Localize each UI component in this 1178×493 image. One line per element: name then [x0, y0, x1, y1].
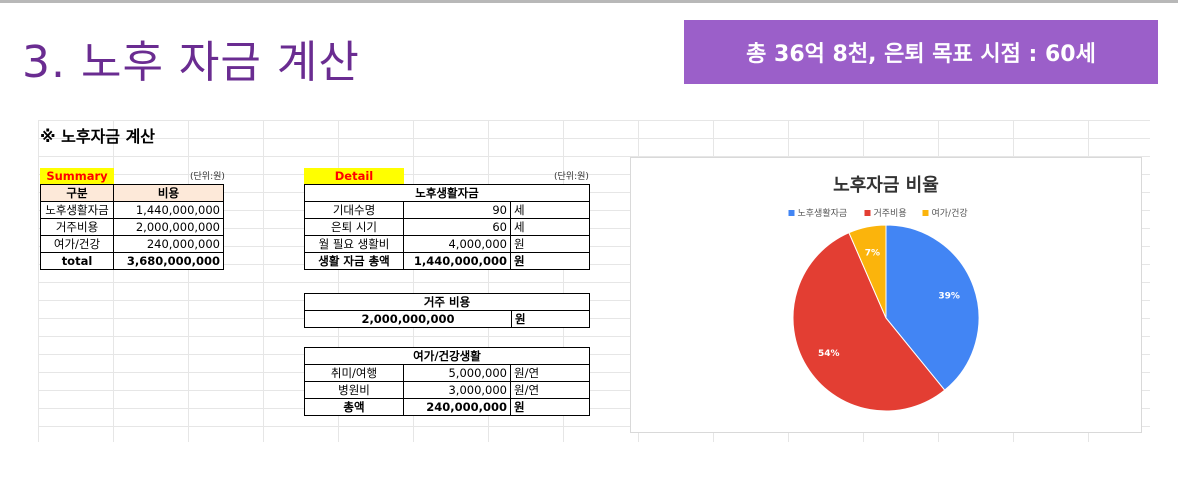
slide-title: 3. 노후 자금 계산	[22, 37, 360, 88]
summary-table: 구분 비용 노후생활자금 1,440,000,000 거주비용 2,000,00…	[40, 184, 224, 270]
sheet-heading: ※ 노후자금 계산	[40, 127, 156, 146]
table-row: 노후생활자금	[304, 184, 590, 202]
summary-name: 노후생활자금	[40, 201, 114, 219]
housing-value: 2,000,000,000	[304, 310, 512, 328]
living-header: 노후생활자금	[304, 184, 590, 202]
summary-header-row: 구분 비용	[40, 184, 224, 202]
living-value: 60	[403, 218, 511, 236]
leisure-value: 240,000,000	[403, 398, 511, 416]
living-name: 은퇴 시기	[304, 218, 404, 236]
housing-unit: 원	[511, 310, 590, 328]
table-row: 생활 자금 총액 1,440,000,000 원	[304, 252, 590, 270]
living-name: 생활 자금 총액	[304, 252, 404, 270]
living-name: 월 필요 생활비	[304, 235, 404, 253]
legend-swatch	[788, 210, 795, 216]
leisure-name: 병원비	[304, 381, 404, 399]
living-unit: 원	[510, 252, 590, 270]
legend-swatch	[864, 210, 871, 216]
pie-slice-label: 54%	[818, 349, 840, 359]
leisure-unit: 원/연	[510, 364, 590, 382]
living-value: 1,440,000,000	[403, 252, 511, 270]
table-row: total 3,680,000,000	[40, 252, 224, 270]
summary-name: total	[40, 252, 114, 270]
living-name: 기대수명	[304, 201, 404, 219]
legend-label: 여가/건강	[932, 207, 968, 219]
housing-header: 거주 비용	[304, 293, 590, 311]
pie-slice-3	[848, 224, 887, 319]
leisure-value: 5,000,000	[403, 364, 511, 382]
leisure-unit: 원/연	[510, 381, 590, 399]
pie-slice-1	[885, 224, 980, 391]
pie-slice-2	[792, 232, 946, 412]
living-unit: 세	[510, 218, 590, 236]
pie-slices	[792, 224, 980, 412]
table-row: 총액 240,000,000 원	[304, 398, 590, 416]
summary-label: Summary	[40, 168, 114, 184]
table-row: 여가/건강 240,000,000	[40, 235, 224, 253]
summary-value: 240,000,000	[113, 235, 224, 253]
summary-value: 2,000,000,000	[113, 218, 224, 236]
table-row: 노후생활자금 1,440,000,000	[40, 201, 224, 219]
table-row: 여가/건강생활	[304, 347, 590, 365]
summary-name: 거주비용	[40, 218, 114, 236]
living-cost-table: 노후생활자금 기대수명 90 세 은퇴 시기 60 세 월 필요 생활비 4,0…	[304, 184, 590, 270]
retirement-goal-badge: 총 36억 8천, 은퇴 목표 시점 : 60세	[684, 20, 1158, 84]
living-unit: 원	[510, 235, 590, 253]
leisure-name: 총액	[304, 398, 404, 416]
summary-unit: (단위:원)	[190, 172, 225, 182]
pie-slice-labels: 39% 54% 7%	[818, 248, 960, 358]
leisure-name: 취미/여행	[304, 364, 404, 382]
detail-label: Detail	[304, 168, 404, 184]
leisure-value: 3,000,000	[403, 381, 511, 399]
detail-unit: (단위:원)	[554, 172, 589, 182]
table-row: 은퇴 시기 60 세	[304, 218, 590, 236]
table-row: 월 필요 생활비 4,000,000 원	[304, 235, 590, 253]
living-value: 4,000,000	[403, 235, 511, 253]
chart-legend: 노후생활자금 거주비용 여가/건강	[788, 207, 968, 219]
legend-label: 거주비용	[874, 208, 907, 219]
pie-slice-label: 39%	[938, 292, 960, 302]
summary-value: 3,680,000,000	[113, 252, 224, 270]
summary-name: 여가/건강	[40, 235, 114, 253]
summary-header-cost: 비용	[113, 184, 224, 202]
chart-title: 노후자금 비율	[833, 175, 939, 196]
leisure-header: 여가/건강생활	[304, 347, 590, 365]
table-row: 병원비 3,000,000 원/연	[304, 381, 590, 399]
table-row: 거주 비용	[304, 293, 590, 311]
pie-slice-label: 7%	[865, 248, 880, 258]
top-border	[0, 0, 1178, 3]
living-value: 90	[403, 201, 511, 219]
housing-cost-table: 거주 비용 2,000,000,000 원	[304, 293, 590, 328]
legend-swatch	[922, 210, 929, 216]
table-row: 취미/여행 5,000,000 원/연	[304, 364, 590, 382]
leisure-health-table: 여가/건강생활 취미/여행 5,000,000 원/연 병원비 3,000,00…	[304, 347, 590, 416]
leisure-unit: 원	[510, 398, 590, 416]
living-unit: 세	[510, 201, 590, 219]
table-row: 거주비용 2,000,000,000	[40, 218, 224, 236]
table-row: 기대수명 90 세	[304, 201, 590, 219]
summary-value: 1,440,000,000	[113, 201, 224, 219]
table-row: 2,000,000,000 원	[304, 310, 590, 328]
legend-label: 노후생활자금	[798, 207, 848, 219]
summary-header-category: 구분	[40, 184, 114, 202]
pie-chart: 노후자금 비율 노후생활자금 거주비용 여가/건강 39% 54% 7%	[788, 175, 980, 412]
pie-chart-container: 노후자금 비율 노후생활자금 거주비용 여가/건강 39% 54% 7%	[630, 157, 1142, 433]
